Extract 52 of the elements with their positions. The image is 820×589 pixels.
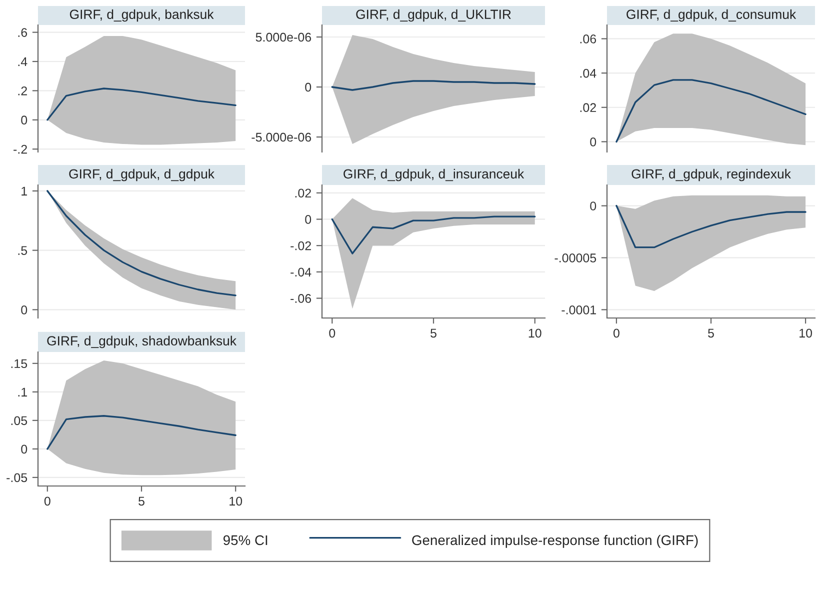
chart-title: GIRF, d_gdpuk, banksuk: [70, 9, 214, 22]
y-tick-label: 0: [590, 202, 596, 210]
line-series: [331, 80, 536, 91]
y-tick-label: .4: [18, 57, 28, 66]
y-tick-label: -.0001: [562, 305, 596, 314]
y-tick-label: .06: [580, 34, 596, 44]
chart-title: GIRF, d_gdpuk, d_gdpuk: [69, 168, 215, 182]
y-tick-label: .05: [11, 416, 28, 426]
x-tick-label: 0: [44, 496, 50, 506]
x-tick-label: 0: [613, 328, 620, 338]
y-tick-label: 5.000e-06: [256, 32, 312, 42]
y-tick-label: -5.000e-06: [252, 132, 312, 142]
x-tick-label: 10: [528, 328, 542, 338]
y-tick-label: -.02: [290, 241, 311, 250]
chart-title: GIRF, d_gdpuk, regindexuk: [632, 168, 791, 182]
y-tick-label: .02: [295, 188, 311, 198]
y-tick-label: .5: [18, 246, 28, 255]
chart-title: GIRF, d_gdpuk, d_insuranceuk: [344, 168, 524, 182]
y-tick-label: .1: [18, 388, 27, 396]
y-tick-label: .6: [18, 28, 28, 37]
line-series: [616, 79, 806, 143]
y-tick-label: -.05: [6, 473, 28, 482]
x-tick-label: 10: [230, 496, 242, 506]
y-tick-label: -.00005: [554, 254, 596, 262]
y-tick-label: -.2: [14, 144, 27, 154]
chart-title: GIRF, d_gdpuk, shadowbanksuk: [47, 336, 237, 348]
chart-title: GIRF, d_gdpuk, d_consumuk: [626, 9, 796, 22]
y-tick-label: 0: [21, 444, 28, 454]
x-tick-label: 5: [708, 328, 714, 338]
chart-title: GIRF, d_gdpuk, d_UKLTIR: [356, 9, 511, 22]
y-tick-label: 0: [305, 215, 312, 224]
x-tick-label: 10: [800, 328, 812, 338]
x-tick-label: 5: [138, 496, 144, 506]
y-tick-label: .02: [580, 103, 596, 112]
y-tick-label: .04: [580, 68, 596, 78]
y-tick-label: 0: [21, 305, 28, 314]
line-series: [46, 415, 236, 450]
y-tick-label: 0: [21, 116, 28, 125]
y-tick-label: .15: [11, 359, 28, 368]
x-tick-label: 0: [329, 328, 336, 338]
line-series: [616, 204, 806, 248]
line-series: [331, 216, 536, 254]
y-tick-label: .2: [18, 86, 27, 96]
y-tick-label: 1: [22, 186, 27, 196]
y-tick-label: 0: [590, 138, 596, 146]
text: 95% CI: [223, 535, 268, 546]
y-tick-label: 0: [305, 82, 312, 92]
text: Generalized impulse-response function (GIRF): [412, 534, 698, 548]
y-tick-label: -.04: [290, 268, 312, 277]
y-tick-label: -.06: [290, 294, 312, 303]
x-tick-label: 5: [430, 328, 436, 338]
line-series: [46, 88, 236, 121]
